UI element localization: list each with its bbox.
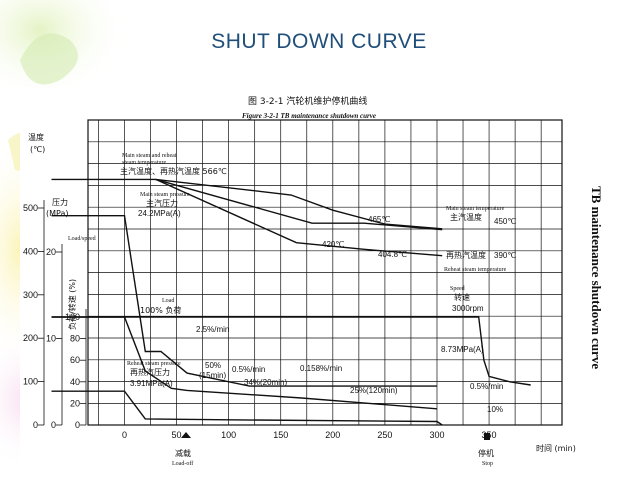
event-stop-en: Stop [482, 461, 493, 467]
pressure-axis-unit: (MPa) [46, 209, 69, 218]
pressure-axis-title: 压力 [52, 197, 68, 207]
series-line-3 [51, 214, 437, 387]
load-speed-axis-cn: 负荷/转速 (%) [67, 279, 77, 330]
ann-r25: 2.5%/min [196, 325, 229, 334]
ann-ms-val: 24.2MPa(A) [138, 209, 181, 218]
ann-r25b: 25%(120min) [350, 386, 398, 395]
ann-rh-val: 3.91MPa(A) [130, 379, 173, 388]
event-load-off-en: Load-off [172, 460, 193, 467]
press-tick-2: 0 [51, 420, 56, 430]
x-tick-6: 300 [429, 430, 444, 440]
series-line-0 [51, 178, 443, 230]
temp-tick-3: 200 [23, 333, 38, 343]
x-tick-5: 250 [377, 430, 392, 440]
ann-4048: 404.8℃ [378, 250, 407, 259]
ann-rt-val: 390℃ [494, 251, 516, 260]
ann-ms-en: Main steam pressure [140, 192, 190, 198]
temp-tick-1: 400 [23, 246, 38, 256]
figure-paper [20, 88, 618, 468]
temp-tick-5: 0 [33, 420, 38, 430]
ann-rt-cn: 再热汽温度 [446, 250, 486, 260]
series-line-1 [155, 178, 443, 231]
temp-tick-4: 100 [23, 377, 38, 387]
load-tick-2: 60 [70, 355, 80, 365]
ann-r0158: 0.158%/min [300, 364, 342, 373]
press-tick-1: 10 [46, 334, 56, 344]
ann-load-en: Load [162, 298, 174, 304]
ann-d15: (15min) [199, 371, 226, 380]
temp-tick-0: 500 [23, 203, 38, 213]
x-axis-label: 时间 (min) [536, 443, 576, 453]
ann-rt-en: Reheat steam temperature [444, 267, 507, 273]
ann-load-cn: 100% 负荷 [140, 305, 181, 315]
x-tick-3: 150 [273, 430, 288, 440]
load-tick-3: 40 [70, 377, 80, 387]
ann-r50: 50% [205, 361, 221, 370]
x-tick-4: 200 [325, 430, 340, 440]
ann-r05b: 0.5%/min [470, 382, 503, 391]
ann-mt-val: 450℃ [494, 217, 516, 226]
ann-566: 主汽温度、再热汽温度 566℃ [120, 166, 227, 176]
load-off-marker-icon [181, 432, 191, 438]
series-line-2 [155, 178, 443, 257]
load-tick-5: 0 [75, 420, 80, 430]
ann-ms-cn: 主汽压力 [146, 198, 178, 208]
chart-series [51, 178, 531, 426]
temperature-axis-title: 温度 [28, 132, 44, 142]
load-speed-axis-title: Load/speed [68, 236, 96, 242]
series-line-6 [51, 390, 443, 426]
temp-tick-2: 300 [23, 290, 38, 300]
temperature-axis-unit: (℃) [30, 145, 45, 154]
ann-mt-en: Main steam temperature [446, 206, 505, 212]
ann-566-en2: steam temperature [122, 160, 166, 166]
x-tick-1: 50 [172, 430, 182, 440]
ann-rh-en: Reheat steam pressure [127, 361, 181, 367]
side-title: TB maintenance shutdown curve [589, 186, 604, 369]
figure-title: 图 3-2-1 汽轮机维护停机曲线 [248, 95, 367, 107]
ann-r05a: 0.5%/min [232, 365, 265, 374]
x-tick-2: 100 [221, 430, 236, 440]
chart-grid [87, 119, 563, 426]
load-tick-1: 80 [70, 334, 80, 344]
x-tick-0: 0 [122, 430, 127, 440]
ann-p10: 10% [487, 405, 503, 414]
ann-566-en1: Main steam and reheat [122, 153, 177, 159]
event-stop-cn: 停机 [478, 448, 494, 458]
ann-speed-val: 3000rpm [452, 304, 484, 313]
stop-marker-icon [484, 433, 490, 440]
ann-420: 420℃ [322, 240, 344, 249]
ann-speed-en: Speed [450, 286, 465, 292]
series-line-5 [51, 316, 531, 386]
figure-subtitle: Figure 3-2-1 TB maintenance shutdown cur… [242, 112, 376, 120]
ann-465: 465℃ [368, 215, 390, 224]
load-tick-4: 20 [70, 398, 80, 408]
ann-speed-cn: 转速 [454, 292, 470, 302]
ann-p873: 8.73MPa(A) [441, 345, 484, 354]
slide-title: SHUT DOWN CURVE [211, 30, 427, 53]
ann-rh-cn: 再热汽压力 [130, 367, 170, 377]
event-load-off-cn: 减载 [175, 448, 191, 458]
press-tick-0: 20 [46, 247, 56, 257]
deco-leaf [20, 33, 78, 85]
ann-r34: 34%(20min) [244, 378, 287, 387]
ann-mt-cn: 主汽温度 [450, 212, 482, 222]
